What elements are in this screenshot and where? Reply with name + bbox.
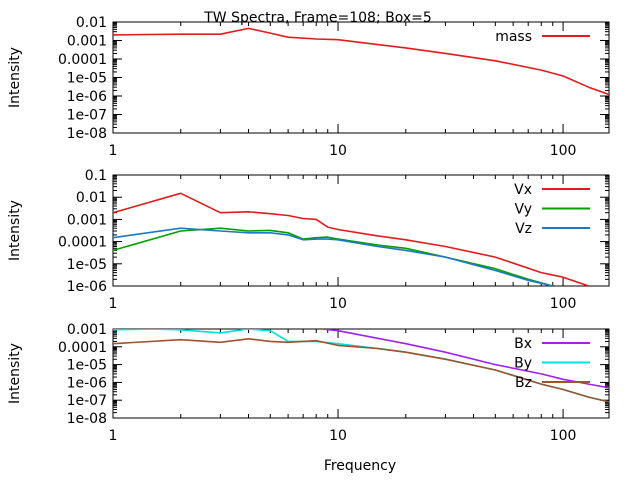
chart-title: TW Spectra, Frame=108; Box=5 xyxy=(203,10,432,26)
y-tick-label: 1e-07 xyxy=(67,108,107,124)
x-tick-label: 1 xyxy=(109,296,118,312)
x-tick-label: 1 xyxy=(109,428,118,444)
x-tick-label: 1 xyxy=(109,143,118,159)
y-tick-label: 1e-05 xyxy=(67,71,107,87)
x-axis-label: Frequency xyxy=(324,458,396,474)
y-tick-label: 1e-05 xyxy=(67,358,107,374)
plot-frame xyxy=(112,328,610,419)
y-tick-label: 0.01 xyxy=(76,15,107,31)
y-tick-label: 1e-08 xyxy=(67,411,107,427)
series-line-mass xyxy=(113,27,609,96)
x-tick-label: 100 xyxy=(550,143,577,159)
y-tick-label: 1e-05 xyxy=(67,257,107,273)
legend-label-vx: Vx xyxy=(514,182,532,198)
y-tick-label: 0.001 xyxy=(67,212,107,228)
y-tick-label: 1e-07 xyxy=(67,393,107,409)
y-tick-label: 1e-08 xyxy=(67,126,107,142)
x-tick-label: 10 xyxy=(329,296,347,312)
legend-label-mass: mass xyxy=(495,29,532,45)
legend-label-by: By xyxy=(514,356,532,372)
legend-label-vz: Vz xyxy=(515,221,532,237)
y-tick-label: 0.0001 xyxy=(58,52,107,68)
y-tick-label: 1e-06 xyxy=(67,89,107,105)
y-tick-label: 0.001 xyxy=(67,322,107,338)
y-tick-label: 0.001 xyxy=(67,34,107,50)
series-line-vy xyxy=(113,227,554,286)
series-line-vx xyxy=(113,192,589,286)
y-axis-label: Intensity xyxy=(7,200,23,261)
y-tick-label: 0.0001 xyxy=(58,340,107,356)
x-tick-label: 10 xyxy=(329,143,347,159)
y-tick-label: 1e-06 xyxy=(67,375,107,391)
plot-frame xyxy=(112,174,610,287)
panel-1: 1 10 100 1e-08 1e-07 1e-06 1e-05 0.0001 0.001 0.0… xyxy=(7,10,610,159)
x-tick-label: 100 xyxy=(550,428,577,444)
y-axis-label: Intensity xyxy=(7,47,23,108)
legend-label-vy: Vy xyxy=(515,202,533,218)
y-axis-label: Intensity xyxy=(7,343,23,404)
y-tick-label: 0.01 xyxy=(76,190,107,206)
legend-label-bz: Bz xyxy=(515,375,532,391)
series-line-bx xyxy=(322,329,609,389)
x-tick-label: 100 xyxy=(550,296,577,312)
legend-label-bx: Bx xyxy=(514,336,532,352)
series-line-bz xyxy=(113,337,609,403)
x-tick-label: 10 xyxy=(329,428,347,444)
plot-frame xyxy=(112,21,610,134)
series-line-vz xyxy=(113,227,553,286)
y-tick-label: 0.1 xyxy=(85,168,107,184)
panel-2: 1 10 100 1e-06 1e-05 0.0001 0.001 0.01 0.1 Intens… xyxy=(7,168,610,312)
y-tick-label: 1e-06 xyxy=(67,279,107,295)
y-tick-label: 0.0001 xyxy=(58,235,107,251)
